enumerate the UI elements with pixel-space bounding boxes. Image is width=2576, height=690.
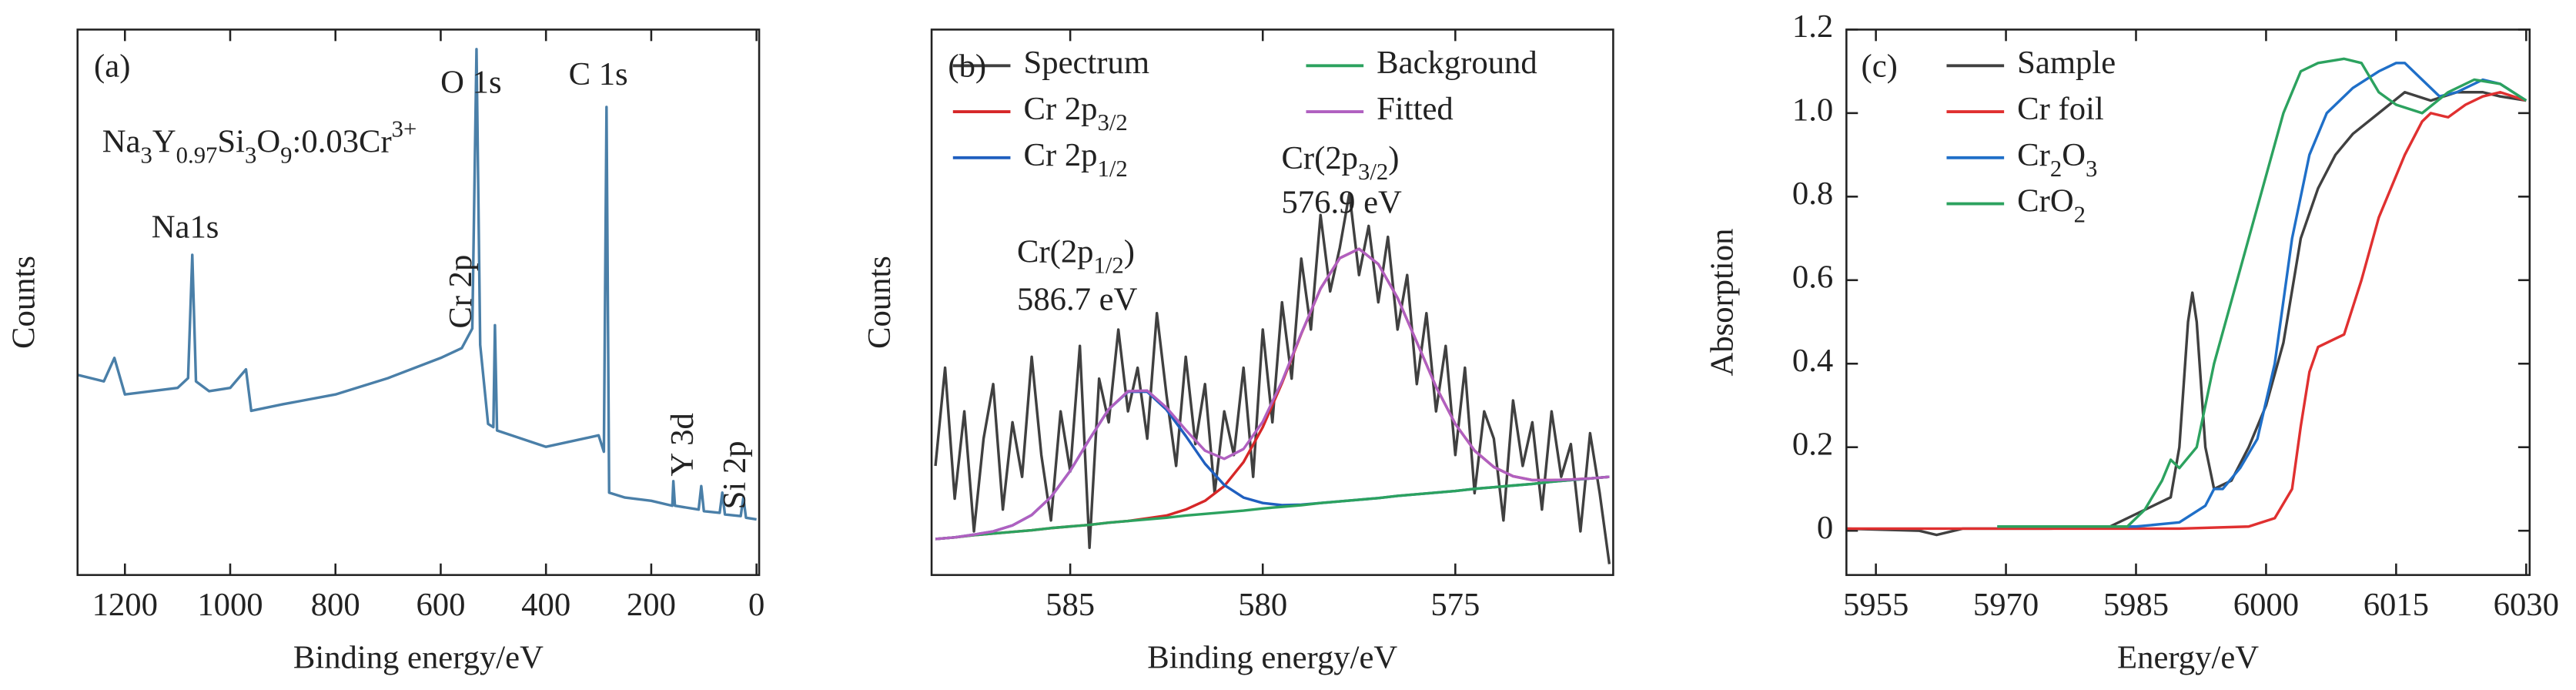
y-tick-label: 1.2 (1792, 8, 1833, 45)
text-part: Y (152, 124, 176, 160)
text-part: Na (102, 124, 141, 160)
text-part: 2 (2074, 202, 2086, 228)
annotation: Y 3d (664, 413, 701, 477)
text-part: 3/2 (1098, 109, 1128, 136)
annotation: Si 2p (717, 440, 753, 509)
y-tick-label: 1.0 (1792, 92, 1833, 129)
plot-frame (930, 28, 1614, 576)
y-axis-label: Counts (5, 256, 42, 349)
text-part: 3/2 (1358, 159, 1388, 185)
annotation: (c) (1862, 48, 1898, 84)
x-tick-label: 0 (748, 587, 764, 623)
text-part: ) (1388, 140, 1399, 176)
annotation: (a) (94, 48, 130, 84)
text-part: ) (1124, 233, 1135, 270)
text-part: Cr(2p (1017, 233, 1094, 270)
annotation: Cr 2p (443, 255, 479, 329)
x-tick-label: 1200 (92, 587, 158, 623)
x-tick-label: 6030 (2494, 587, 2559, 623)
x-tick-label: 800 (311, 587, 360, 623)
legend-label: Sample (2017, 45, 2116, 81)
x-tick-label: 6015 (2364, 587, 2429, 623)
text-part: Cr 2p (1024, 91, 1098, 127)
x-tick-label: 5955 (1843, 587, 1909, 623)
legend-label: Fitted (1377, 91, 1454, 127)
x-tick-label: 575 (1430, 587, 1480, 623)
text-part: Cr(2p (1281, 140, 1358, 176)
annotation: Cr(2p3/2) (1281, 140, 1399, 185)
text-part: Cr (2017, 137, 2050, 173)
legend-label: Background (1377, 45, 1537, 81)
text-part: 1/2 (1098, 156, 1128, 182)
y-tick-label: 0 (1817, 510, 1833, 546)
annotation: Na3Y0.97Si3O9:0.03Cr3+ (102, 116, 417, 169)
y-tick-label: 0.2 (1792, 427, 1833, 463)
x-tick-label: 1000 (197, 587, 263, 623)
text-part: O (256, 124, 280, 160)
text-part: 3 (2086, 156, 2097, 182)
text-part: :0.03Cr (293, 124, 392, 160)
text-part: Si (217, 124, 245, 160)
x-tick-label: 5970 (1973, 587, 2039, 623)
x-tick-label: 6000 (2233, 587, 2299, 623)
curve (1997, 62, 2527, 528)
y-axis-label: Absorption (1704, 229, 1740, 377)
text-part: 3 (140, 142, 152, 169)
x-tick-label: 5985 (2103, 587, 2169, 623)
text-part: 9 (280, 142, 292, 169)
text-part: O (2062, 137, 2086, 173)
text-part: 1/2 (1094, 253, 1124, 279)
x-tick-label: 580 (1238, 587, 1287, 623)
x-tick-label: 585 (1045, 587, 1095, 623)
legend-label: Cr 2p3/2 (1024, 91, 1128, 136)
curve (77, 48, 757, 521)
x-axis-label: Binding energy/eV (1147, 639, 1397, 675)
annotation: (b) (948, 48, 986, 84)
curve (935, 475, 1610, 541)
annotation: C 1s (569, 56, 628, 92)
legend-label: Spectrum (1024, 45, 1149, 81)
text-part: 3 (245, 142, 256, 169)
curve (1997, 57, 2527, 528)
plot-frame (1845, 28, 2531, 576)
annotation: O 1s (440, 65, 501, 101)
y-axis-label: Counts (861, 256, 898, 349)
x-tick-label: 400 (521, 587, 570, 623)
curve (935, 247, 1610, 541)
text-part: Cr 2p (1024, 137, 1098, 173)
text-part: 2 (2050, 156, 2062, 182)
annotation: 586.7 eV (1017, 281, 1138, 317)
text-part: CrO (2017, 183, 2073, 219)
y-tick-label: 0.6 (1792, 260, 1833, 296)
legend-label: Cr2O3 (2017, 137, 2097, 182)
y-tick-label: 0.8 (1792, 176, 1833, 212)
x-tick-label: 200 (627, 587, 676, 623)
x-axis-label: Binding energy/eV (293, 639, 544, 675)
y-tick-label: 0.4 (1792, 343, 1833, 379)
legend-label: Cr 2p1/2 (1024, 137, 1128, 182)
annotation: Cr(2p1/2) (1017, 233, 1135, 278)
x-axis-label: Energy/eV (2117, 639, 2259, 675)
x-tick-label: 600 (416, 587, 465, 623)
annotation: 576.9 eV (1281, 184, 1402, 220)
annotation: Na1s (152, 209, 219, 245)
curve (1846, 91, 2527, 531)
text-part: 3+ (392, 116, 417, 142)
plot-frame (76, 28, 761, 576)
legend-label: CrO2 (2017, 183, 2086, 227)
text-part: 0.97 (176, 142, 218, 169)
legend-label: Cr foil (2017, 91, 2104, 127)
